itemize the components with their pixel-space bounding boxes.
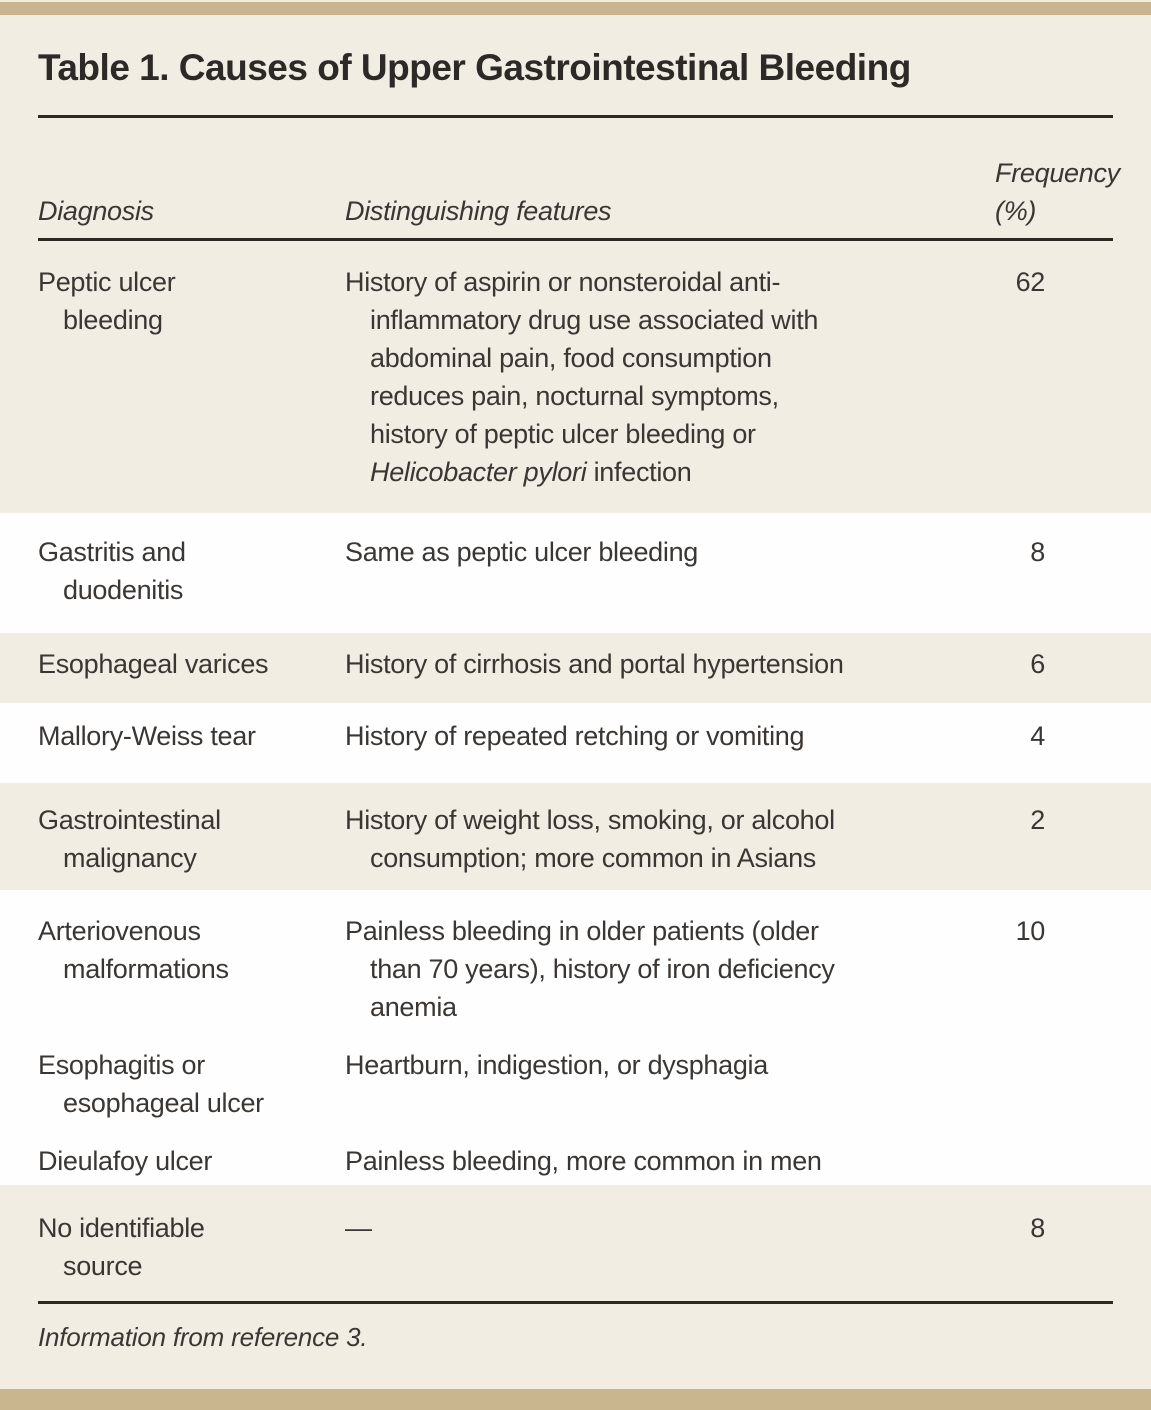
features-text: Painless bleeding, more common in men — [345, 1146, 822, 1176]
features-text: History of aspirin or nonsteroidal anti-… — [345, 267, 819, 449]
table-row: Arteriovenous malformations Painless blee… — [0, 890, 1151, 1030]
features-cell: Painless bleeding in older patients (old… — [345, 912, 955, 1026]
frequency-cell: 6 — [1030, 649, 1045, 679]
footer-rule — [38, 1301, 1113, 1304]
features-cell: History of aspirin or nonsteroidal anti-… — [345, 263, 955, 491]
frequency-cell: 8 — [1030, 1213, 1045, 1243]
diagnosis-cell: Esophageal varices — [38, 649, 269, 679]
features-text: Painless bleeding in older patients (old… — [345, 916, 835, 1022]
table-title: Table 1. Causes of Upper Gastrointestina… — [38, 47, 911, 88]
table-row: Mallory-Weiss tear History of repeated re… — [0, 703, 1151, 783]
column-header-diagnosis: Diagnosis — [38, 196, 154, 226]
column-header-frequency: Frequency (%) — [995, 158, 1120, 226]
features-text: History of repeated retching or vomiting — [345, 721, 805, 751]
frequency-cell: 62 — [1015, 267, 1046, 297]
latin-species-name: Helicobacter pylori — [370, 457, 587, 487]
table-row: No identifiable source — 8 — [0, 1185, 1151, 1389]
features-cell: — — [345, 1209, 955, 1247]
features-text: Same as peptic ulcer bleeding — [345, 537, 699, 567]
table-row: Esophagitis or esophageal ulcer Heartburn… — [0, 1030, 1151, 1140]
features-cell: History of weight loss, smoking, or alco… — [345, 801, 955, 877]
features-text: History of cirrhosis and portal hyperten… — [345, 649, 844, 679]
table-row: Peptic ulcer bleeding History of aspirin … — [0, 241, 1151, 513]
frequency-cell: 10 — [1015, 916, 1046, 946]
frequency-cell: 2 — [1030, 805, 1045, 835]
diagnosis-cell: Gastritis and duodenitis — [38, 537, 186, 605]
title-rule — [38, 115, 1113, 118]
diagnosis-cell: No identifiable source — [38, 1213, 205, 1281]
features-text: infection — [586, 457, 692, 487]
diagnosis-cell: Gastrointestinal malignancy — [38, 805, 221, 873]
frequency-cell: 4 — [1030, 721, 1045, 751]
footnote: Information from reference 3. — [38, 1322, 368, 1352]
table-body: Peptic ulcer bleeding History of aspirin … — [0, 241, 1151, 1389]
features-cell: History of cirrhosis and portal hyperten… — [345, 645, 955, 683]
frequency-cell: 8 — [1030, 537, 1045, 567]
diagnosis-cell: Arteriovenous malformations — [38, 916, 229, 984]
table-row: Gastrointestinal malignancy History of we… — [0, 783, 1151, 890]
features-text: History of weight loss, smoking, or alco… — [345, 805, 835, 873]
diagnosis-cell: Dieulafoy ulcer — [38, 1146, 213, 1176]
table-row: Dieulafoy ulcer Painless bleeding, more c… — [0, 1140, 1151, 1185]
features-text: — — [345, 1213, 372, 1243]
features-text: Heartburn, indigestion, or dysphagia — [345, 1050, 768, 1080]
features-cell: History of repeated retching or vomiting — [345, 717, 955, 755]
features-cell: Same as peptic ulcer bleeding — [345, 533, 955, 571]
table-row: Gastritis and duodenitis Same as peptic u… — [0, 513, 1151, 633]
table-row: Esophageal varices History of cirrhosis a… — [0, 633, 1151, 703]
diagnosis-cell: Peptic ulcer bleeding — [38, 267, 176, 335]
features-cell: Painless bleeding, more common in men — [345, 1142, 955, 1180]
header-rule — [38, 238, 1113, 241]
column-header-features: Distinguishing features — [345, 196, 612, 226]
top-accent-bar — [0, 2, 1151, 15]
diagnosis-cell: Esophagitis or esophageal ulcer — [38, 1050, 264, 1118]
bottom-accent-bar — [0, 1389, 1151, 1410]
diagnosis-cell: Mallory-Weiss tear — [38, 721, 256, 751]
features-cell: Heartburn, indigestion, or dysphagia — [345, 1046, 955, 1084]
